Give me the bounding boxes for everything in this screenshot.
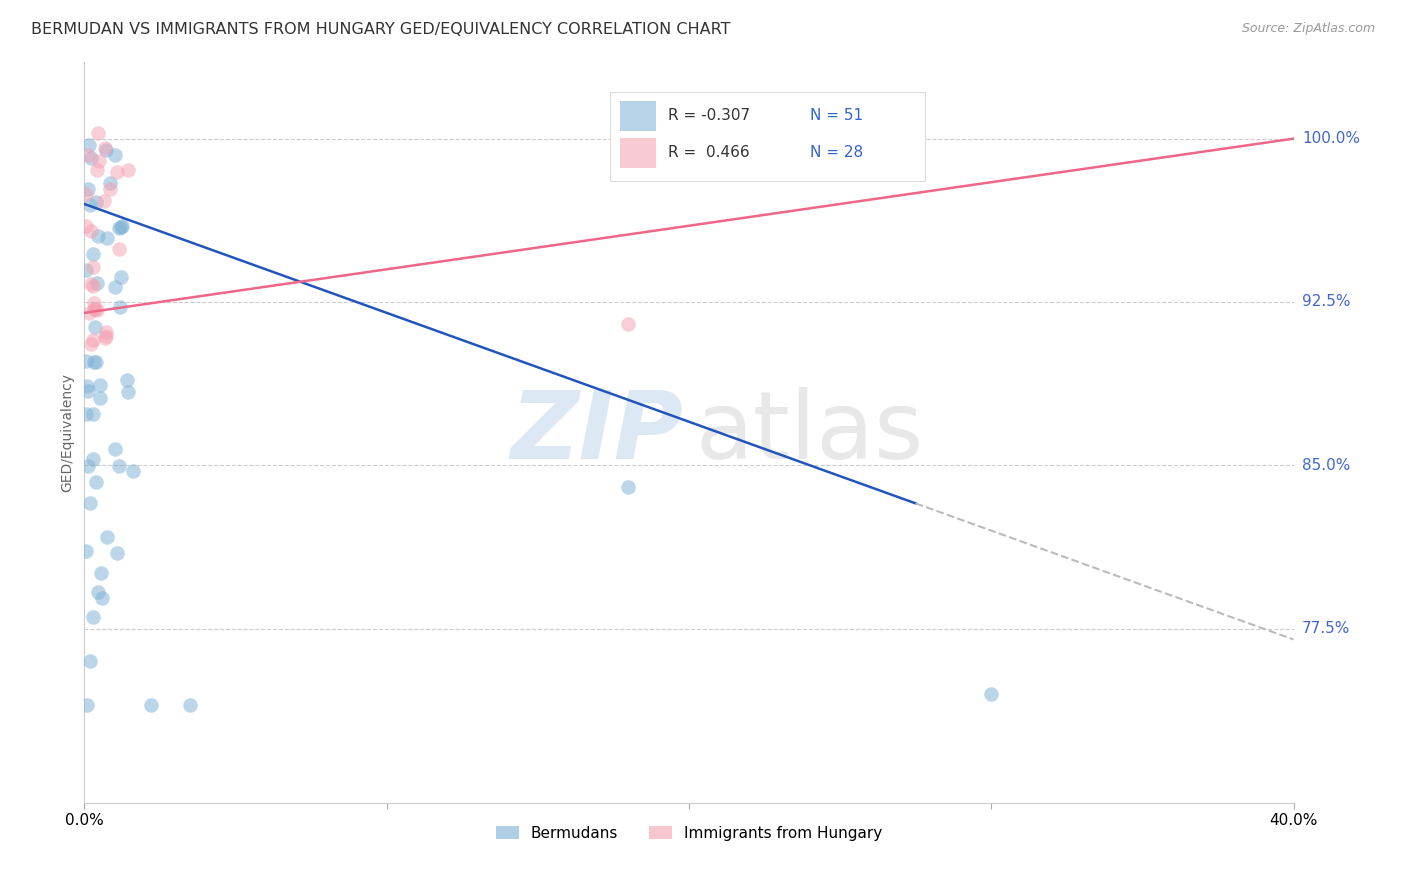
Point — [75, 543, 97, 558]
Point — [82, 451, 104, 466]
Point — [79, 336, 101, 351]
Point — [76, 384, 98, 398]
Text: R =  0.466: R = 0.466 — [668, 145, 749, 161]
Point — [94, 143, 117, 157]
Point — [94, 328, 117, 343]
Point — [110, 269, 132, 284]
Point — [77, 182, 100, 196]
Point — [80, 224, 103, 238]
Legend: Bermudans, Immigrants from Hungary: Bermudans, Immigrants from Hungary — [489, 820, 889, 847]
Point — [98, 176, 121, 190]
Point — [98, 182, 121, 196]
Point — [84, 320, 107, 334]
Point — [82, 278, 104, 293]
Point — [79, 137, 101, 152]
Text: 100.0%: 100.0% — [1302, 131, 1360, 146]
Point — [87, 229, 110, 244]
Point — [179, 698, 201, 712]
Point — [96, 325, 118, 339]
Point — [79, 198, 101, 212]
Point — [86, 276, 108, 290]
Point — [104, 442, 127, 457]
Point — [86, 475, 108, 490]
Point — [105, 546, 128, 560]
Point — [77, 459, 100, 474]
Point — [87, 126, 110, 140]
Text: ZIP: ZIP — [510, 386, 683, 479]
Point — [82, 408, 104, 422]
Point — [110, 220, 132, 235]
Point — [89, 391, 111, 405]
Point — [121, 463, 143, 477]
Point — [108, 459, 131, 474]
Point — [117, 384, 139, 399]
Text: BERMUDAN VS IMMIGRANTS FROM HUNGARY GED/EQUIVALENCY CORRELATION CHART: BERMUDAN VS IMMIGRANTS FROM HUNGARY GED/… — [31, 22, 731, 37]
Point — [75, 219, 97, 233]
Point — [90, 566, 112, 580]
Point — [82, 610, 104, 624]
Text: Source: ZipAtlas.com: Source: ZipAtlas.com — [1241, 22, 1375, 36]
Point — [108, 243, 131, 257]
Text: N = 28: N = 28 — [810, 145, 863, 161]
Point — [104, 147, 127, 161]
Point — [94, 331, 117, 345]
Point — [83, 301, 105, 316]
Point — [82, 260, 104, 274]
Point — [76, 379, 98, 393]
Point — [117, 162, 139, 177]
Point — [96, 231, 118, 245]
Point — [108, 300, 131, 314]
Point — [86, 162, 108, 177]
Point — [980, 687, 1002, 701]
Point — [89, 377, 111, 392]
Point — [617, 317, 640, 331]
Point — [93, 140, 115, 154]
Point — [84, 355, 107, 369]
Point — [86, 302, 108, 317]
Point — [75, 263, 97, 277]
Point — [84, 195, 107, 210]
Point — [108, 220, 131, 235]
Point — [96, 530, 118, 544]
Point — [617, 480, 640, 494]
Point — [111, 219, 134, 233]
FancyBboxPatch shape — [620, 101, 657, 130]
Point — [87, 154, 110, 169]
Text: N = 51: N = 51 — [810, 108, 863, 123]
Y-axis label: GED/Equivalency: GED/Equivalency — [60, 373, 75, 492]
Point — [93, 194, 115, 208]
Text: R = -0.307: R = -0.307 — [668, 108, 751, 123]
Point — [75, 408, 97, 422]
Point — [77, 147, 100, 161]
FancyBboxPatch shape — [620, 138, 657, 168]
Point — [79, 306, 101, 320]
Text: atlas: atlas — [695, 386, 924, 479]
Point — [80, 277, 103, 292]
FancyBboxPatch shape — [610, 92, 925, 181]
Point — [79, 654, 101, 668]
Point — [104, 280, 127, 294]
Point — [83, 354, 105, 368]
Point — [139, 698, 162, 712]
Point — [105, 165, 128, 179]
Text: 77.5%: 77.5% — [1302, 621, 1350, 636]
Point — [82, 247, 104, 261]
Point — [76, 698, 98, 712]
Point — [82, 334, 104, 348]
Point — [75, 353, 97, 368]
Point — [83, 301, 105, 316]
Point — [86, 584, 108, 599]
Text: 92.5%: 92.5% — [1302, 294, 1350, 310]
Point — [83, 295, 105, 310]
Text: 85.0%: 85.0% — [1302, 458, 1350, 473]
Point — [80, 151, 103, 165]
Point — [75, 186, 97, 201]
Point — [91, 591, 114, 605]
Point — [117, 373, 139, 387]
Point — [79, 495, 101, 509]
